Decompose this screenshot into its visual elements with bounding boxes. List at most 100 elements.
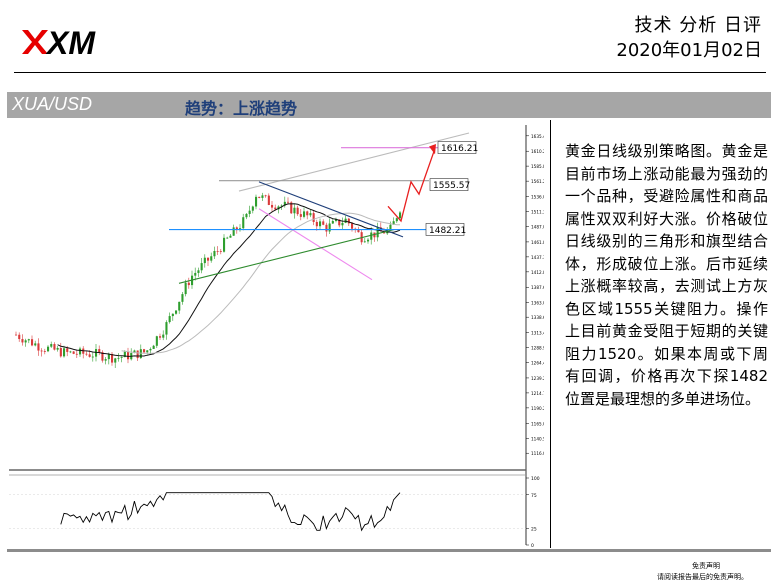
candle-body [79,348,82,355]
candle-body [40,350,43,352]
candle-body [367,239,370,242]
candle-body [91,356,94,358]
price-tick-label: 1561.2 [531,179,544,184]
price-tick-label: 1635.4 [531,134,544,139]
candle-body [395,218,398,222]
trend-label: 趋势：上涨趋势 [185,99,298,118]
price-tick-label: 1363.0 [531,300,544,305]
candle-body [370,232,373,240]
candle-body [107,353,110,360]
oscillator-tick-label: 75 [531,493,537,499]
candle-body [210,256,213,261]
price-tick-label: 1610.2 [531,149,544,154]
ascending-support-line [178,229,395,284]
candle-body [165,322,168,335]
report-date: 2020年01月02日 [616,40,762,61]
candle-body [325,224,328,232]
candle-body [21,339,24,343]
candle-body [226,237,229,239]
candle-body [159,336,162,338]
candles [15,192,402,369]
candle-body [293,207,296,214]
candle-body [283,201,286,206]
candle-body [219,250,222,252]
candle-body [63,348,66,357]
candle-body [296,207,299,215]
candle-body [111,353,114,363]
triangle-upper-line [258,181,404,238]
candle-body [168,316,171,323]
price-chart: 1616.21 1555.57 1482.21 1635.4 1610.2 1585.8… [9,125,544,548]
header-divider [14,72,766,73]
candle-body [274,207,277,210]
disclaimer-text: 请阅读报告最后的免责声明。 [657,573,748,581]
level-label-box [429,178,469,191]
oscillator-tick-label: 25 [531,526,537,532]
price-axis: 1635.4 1610.2 1585.8 1561.2 1536.0 1511.3 1487… [9,125,544,545]
level-label-box [437,141,477,154]
candle-body [72,351,75,354]
candle-body [207,257,210,261]
candle-body [255,196,258,207]
candle-body [315,221,318,227]
candle-body [389,224,392,230]
candle-body [117,357,120,359]
candle-body [303,211,306,217]
forecast-arrowhead [429,144,436,155]
candle-body [98,349,101,353]
candle-body [139,349,142,359]
candle-body [47,346,50,352]
candle-body [319,221,322,227]
candle-body [277,206,280,210]
level-label-box [425,223,465,236]
candle-body [85,353,88,355]
candle-body [50,344,53,347]
price-tick-label: 1338.6 [531,315,544,320]
candle-body [155,336,158,346]
oscillator-line [60,492,401,532]
price-tick-label: 1511.3 [531,210,544,215]
candle-body [264,195,267,197]
analysis-text: 黄金日线级别策略图。黄金是目前市场上涨动能最为强劲的一个品种，受避险属性和商品属… [565,142,768,408]
price-tick-label: 1288.9 [531,346,544,351]
price-tick-label: 1412.8 [531,270,544,275]
price-tick-label: 1437.3 [531,255,544,260]
candle-body [258,196,261,198]
candle-body [143,349,146,353]
candle-body [309,213,312,216]
candle-body [104,359,107,361]
price-tick-label: 1140.5 [531,436,544,441]
level-label: 1482.21 [429,226,466,236]
candle-body [184,282,187,295]
candle-body [69,351,72,353]
candle-body [235,227,238,231]
candle-body [66,348,69,352]
logo-text: XM [45,25,96,61]
price-tick-label: 1313.4 [531,331,544,336]
candle-body [56,347,59,350]
candle-body [242,217,245,229]
disclaimer-title: 免责声明 [692,562,720,570]
oscillator-tick-label: 0 [531,543,534,548]
candle-body [392,221,395,225]
footer-divider [7,549,771,552]
title-band [7,92,771,118]
candle-body [120,357,123,358]
candle-body [290,202,293,214]
candle-body [162,334,165,338]
report-title: 技术 分析 日评 [634,15,762,36]
candle-body [248,210,251,214]
candle-body [335,219,338,222]
candle-body [287,201,290,203]
candle-body [114,358,117,363]
price-tick-label: 1264.4 [531,361,544,366]
price-tick-label: 1116.0 [531,451,544,456]
candle-body [261,195,264,198]
price-tick-label: 1461.8 [531,240,544,245]
price-tick-label: 1585.8 [531,164,544,169]
oscillator-panel: 100 75 25 0 [9,476,540,548]
candle-body [127,351,130,360]
candle-body [251,206,254,211]
candle-body [223,237,226,252]
candle-body [175,310,178,314]
